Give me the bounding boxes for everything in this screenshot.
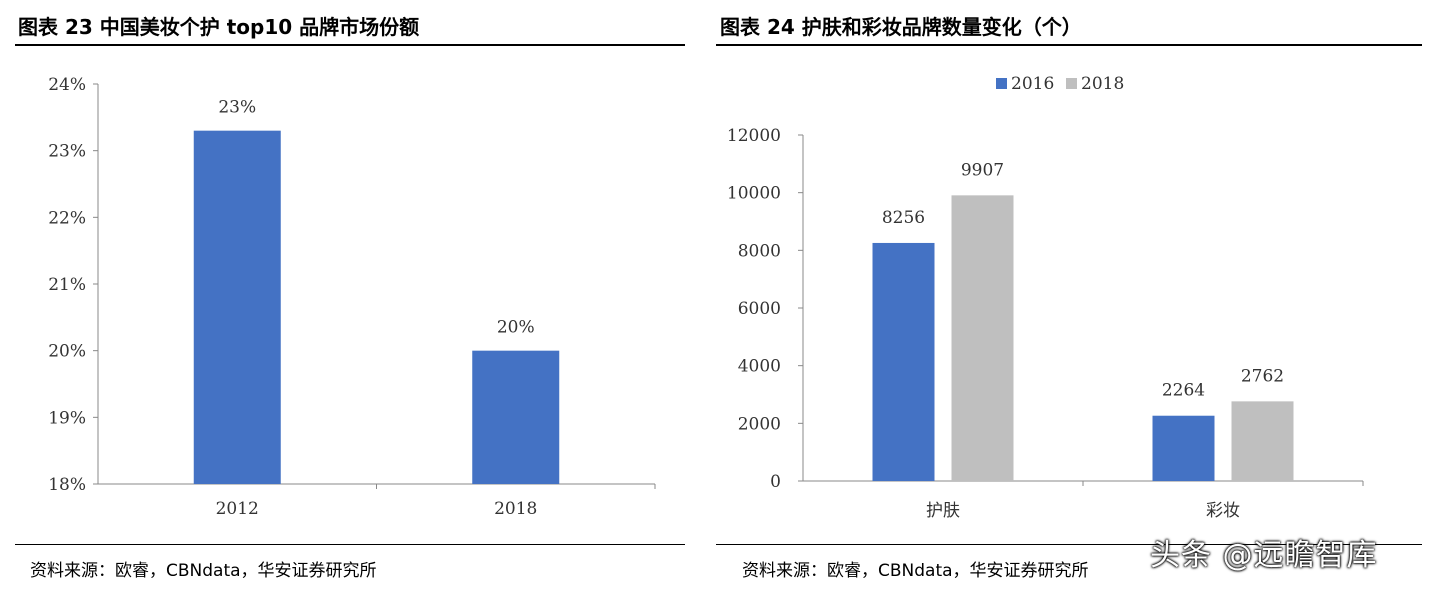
left-source-rule <box>15 544 685 545</box>
y-tick-label: 24% <box>48 75 86 95</box>
y-tick-label: 12000 <box>727 126 781 146</box>
left-chart-title: 图表 23 中国美妆个护 top10 品牌市场份额 <box>18 15 420 39</box>
bar <box>1152 415 1215 481</box>
bar <box>1231 401 1294 481</box>
legend-label: 2016 <box>1011 74 1054 94</box>
data-label: 9907 <box>961 160 1004 180</box>
x-tick-label: 2012 <box>216 499 259 519</box>
right-source-note: 资料来源：欧睿，CBNdata，华安证券研究所 <box>742 561 1089 581</box>
bar <box>472 350 560 484</box>
x-tick-label: 2018 <box>494 499 537 519</box>
y-tick-label: 4000 <box>738 357 781 377</box>
data-label: 20% <box>497 318 535 338</box>
y-tick-label: 0 <box>770 472 781 492</box>
y-tick-label: 22% <box>48 208 86 228</box>
y-tick-label: 2000 <box>738 414 781 434</box>
watermark: 头条 @远瞻智库 <box>1150 538 1378 573</box>
left-title-rule <box>15 44 685 46</box>
legend-swatch <box>996 78 1007 89</box>
left-bar-chart: 18% 19% 20% 21% 22% 23% 24% 23% 2012 20% 2018 <box>48 75 656 519</box>
right-chart-panel: 图表 24 护肤和彩妆品牌数量变化（个） 0 2000 4000 6000 8000 10… <box>716 0 1436 592</box>
y-tick-label: 6000 <box>738 299 781 319</box>
right-bar-chart: 0 2000 4000 6000 8000 10000 12000 8256 9907 护肤 226… <box>727 74 1364 521</box>
left-chart-panel: 图表 23 中国美妆个护 top10 品牌市场份额 18% 19% 20% 21% 22… <box>0 0 700 592</box>
data-label: 2762 <box>1241 366 1284 386</box>
y-tick-label: 8000 <box>738 241 781 261</box>
legend-swatch <box>1066 78 1077 89</box>
y-tick-label: 10000 <box>727 184 781 204</box>
bar <box>193 130 281 484</box>
x-tick-label: 护肤 <box>926 501 960 521</box>
bar <box>951 195 1014 482</box>
right-chart-title: 图表 24 护肤和彩妆品牌数量变化（个） <box>720 15 1082 39</box>
legend-label: 2018 <box>1081 74 1124 94</box>
x-tick-label: 彩妆 <box>1206 501 1240 521</box>
right-title-rule <box>716 44 1422 46</box>
data-label: 23% <box>218 98 256 118</box>
y-tick-label: 20% <box>48 342 86 362</box>
y-tick-label: 19% <box>48 408 86 428</box>
right-source-rule <box>716 544 1422 545</box>
y-tick-label: 23% <box>48 142 86 162</box>
data-label: 8256 <box>882 208 925 228</box>
left-source-note: 资料来源：欧睿，CBNdata，华安证券研究所 <box>30 561 377 581</box>
data-label: 2264 <box>1162 381 1205 401</box>
y-tick-label: 18% <box>48 475 86 495</box>
bar <box>872 242 935 481</box>
y-tick-label: 21% <box>48 275 86 295</box>
